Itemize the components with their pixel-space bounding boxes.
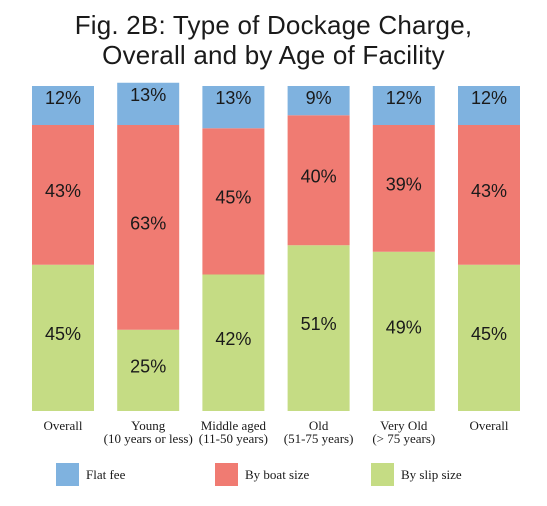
value-label-by-boat-size-3: 40%	[301, 166, 337, 186]
category-label-line: (51-75 years)	[284, 431, 354, 446]
bar-by-slip-size-3	[287, 245, 350, 411]
value-label-flat-fee-4: 12%	[386, 88, 422, 108]
bar-by-slip-size-2	[202, 274, 265, 411]
bar-stack-4: 49% 39% 12%	[372, 86, 435, 411]
category-label-5: Overall	[470, 418, 509, 433]
bar-flat-fee-5	[458, 86, 520, 125]
chart-title-line-2: Overall and by Age of Facility	[102, 40, 445, 70]
category-label-line: (> 75 years)	[372, 431, 435, 446]
bar-flat-fee-0	[32, 86, 94, 125]
legend: Flat fee By boat size By slip size	[56, 463, 462, 486]
value-label-by-slip-size-2: 42%	[215, 329, 251, 349]
bar-stack-0: 45% 43% 12%	[32, 86, 94, 411]
category-label-0: Overall	[44, 418, 83, 433]
bar-by-boat-size-2	[202, 128, 265, 275]
category-label-line: Old	[309, 418, 329, 433]
value-label-by-boat-size-2: 45%	[215, 187, 251, 207]
bar-by-boat-size-0	[32, 125, 94, 265]
bar-by-slip-size-0	[32, 264, 94, 411]
value-label-by-boat-size-1: 63%	[130, 213, 166, 233]
bars-group: 45% 43% 12% 25% 63% 13% 42% 45% 13% 51% 40% 9% 49% 39…	[32, 82, 520, 411]
bar-stack-2: 42% 45% 13%	[202, 86, 265, 411]
category-label-line: Overall	[44, 418, 83, 433]
bar-by-slip-size-1	[117, 329, 180, 411]
category-label-line: Middle aged	[201, 418, 267, 433]
category-label-1: Young (10 years or less)	[104, 418, 193, 446]
value-label-by-boat-size-4: 39%	[386, 174, 422, 194]
category-label-line: Overall	[470, 418, 509, 433]
category-label-line: Very Old	[380, 418, 428, 433]
chart-title-line-1: Fig. 2B: Type of Dockage Charge,	[74, 10, 473, 40]
bar-stack-3: 51% 40% 9%	[287, 86, 350, 411]
legend-label-by-slip-size: By slip size	[401, 467, 462, 482]
bar-flat-fee-1	[117, 82, 180, 125]
category-label-2: Middle aged (11-50 years)	[199, 418, 268, 446]
value-label-by-slip-size-0: 45%	[45, 324, 81, 344]
bar-flat-fee-2	[202, 86, 265, 129]
bar-by-boat-size-3	[287, 115, 350, 246]
value-label-flat-fee-3: 9%	[306, 88, 332, 108]
bar-flat-fee-4	[372, 86, 435, 125]
bar-by-slip-size-5	[458, 264, 520, 411]
value-label-by-slip-size-1: 25%	[130, 356, 166, 376]
bar-by-boat-size-1	[117, 125, 180, 330]
bar-by-boat-size-5	[458, 125, 520, 265]
value-label-by-boat-size-5: 43%	[471, 181, 507, 201]
category-label-line: (11-50 years)	[199, 431, 268, 446]
category-label-line: (10 years or less)	[104, 431, 193, 446]
legend-label-by-boat-size: By boat size	[245, 467, 309, 482]
value-label-by-slip-size-5: 45%	[471, 324, 507, 344]
bar-by-slip-size-4	[372, 251, 435, 411]
category-label-3: Old (51-75 years)	[284, 418, 354, 446]
value-label-by-slip-size-4: 49%	[386, 317, 422, 337]
value-label-flat-fee-5: 12%	[471, 88, 507, 108]
value-label-flat-fee-0: 12%	[45, 88, 81, 108]
bar-stack-5: 45% 43% 12%	[458, 86, 520, 411]
chart-title: Fig. 2B: Type of Dockage Charge, Overall…	[0, 10, 547, 70]
value-label-by-slip-size-3: 51%	[301, 314, 337, 334]
bar-flat-fee-3	[287, 86, 350, 116]
value-label-by-boat-size-0: 43%	[45, 181, 81, 201]
legend-swatch-by-boat-size	[215, 463, 238, 486]
value-label-flat-fee-2: 13%	[215, 88, 251, 108]
legend-swatch-by-slip-size	[371, 463, 394, 486]
category-label-line: Young	[131, 418, 166, 433]
legend-swatch-flat-fee	[56, 463, 79, 486]
bar-stack-1: 25% 63% 13%	[117, 82, 180, 411]
bar-by-boat-size-4	[372, 125, 435, 252]
category-labels: Overall Young (10 years or less)Middle age…	[44, 418, 509, 446]
value-label-flat-fee-1: 13%	[130, 85, 166, 105]
legend-label-flat-fee: Flat fee	[86, 467, 126, 482]
category-label-4: Very Old (> 75 years)	[372, 418, 435, 446]
